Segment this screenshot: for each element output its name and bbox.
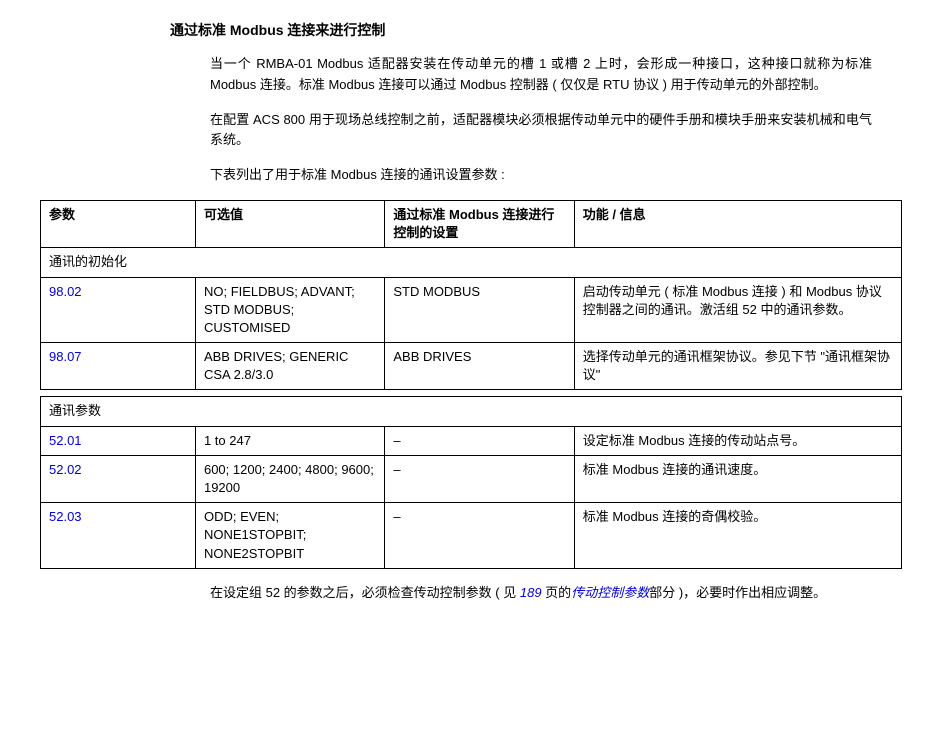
cell-setting: ABB DRIVES [385,343,574,390]
cell-func: 标准 Modbus 连接的奇偶校验。 [574,503,901,569]
section-row-params: 通讯参数 [41,397,902,426]
cell-func: 标准 Modbus 连接的通讯速度。 [574,455,901,502]
section-label: 通讯的初始化 [41,248,902,277]
col-header-setting: 通过标准 Modbus 连接进行控制的设置 [385,200,574,247]
cell-func: 选择传动单元的通讯框架协议。参见下节 "通讯框架协议" [574,343,901,390]
section-label: 通讯参数 [41,397,902,426]
table-row: 98.07 ABB DRIVES; GENERIC CSA 2.8/3.0 AB… [41,343,902,390]
params-table-1: 参数 可选值 通过标准 Modbus 连接进行控制的设置 功能 / 信息 通讯的… [40,200,902,391]
cell-opts: 1 to 247 [195,426,384,455]
param-link[interactable]: 52.03 [49,509,82,524]
col-header-func: 功能 / 信息 [574,200,901,247]
cell-setting: – [385,503,574,569]
cell-func: 启动传动单元 ( 标准 Modbus 连接 ) 和 Modbus 协议控制器之间… [574,277,901,343]
paragraph-1: 当一个 RMBA-01 Modbus 适配器安装在传动单元的槽 1 或槽 2 上… [210,54,872,96]
param-link[interactable]: 52.02 [49,462,82,477]
table-row: 52.01 1 to 247 – 设定标准 Modbus 连接的传动站点号。 [41,426,902,455]
table-row: 52.02 600; 1200; 2400; 4800; 9600; 19200… [41,455,902,502]
cell-opts: ODD; EVEN; NONE1STOPBIT; NONE2STOPBIT [195,503,384,569]
cell-setting: – [385,455,574,502]
footer-text-mid: 页的 [542,585,572,600]
section-title: 通过标准 Modbus 连接来进行控制 [170,20,902,40]
col-header-opts: 可选值 [195,200,384,247]
param-link[interactable]: 98.02 [49,284,82,299]
paragraph-3: 下表列出了用于标准 Modbus 连接的通讯设置参数 : [210,165,872,186]
drive-control-params-link[interactable]: 传动控制参数 [571,585,649,600]
col-header-param: 参数 [41,200,196,247]
table-row: 98.02 NO; FIELDBUS; ADVANT; STD MODBUS; … [41,277,902,343]
footer-paragraph: 在设定组 52 的参数之后，必须检查传动控制参数 ( 见 189 页的传动控制参… [210,583,872,604]
section-row-init: 通讯的初始化 [41,248,902,277]
cell-setting: STD MODBUS [385,277,574,343]
cell-opts: ABB DRIVES; GENERIC CSA 2.8/3.0 [195,343,384,390]
cell-opts: NO; FIELDBUS; ADVANT; STD MODBUS; CUSTOM… [195,277,384,343]
cell-setting: – [385,426,574,455]
footer-text-prefix: 在设定组 52 的参数之后，必须检查传动控制参数 ( 见 [210,585,520,600]
table-row: 52.03 ODD; EVEN; NONE1STOPBIT; NONE2STOP… [41,503,902,569]
param-link[interactable]: 52.01 [49,433,82,448]
cell-func: 设定标准 Modbus 连接的传动站点号。 [574,426,901,455]
cell-opts: 600; 1200; 2400; 4800; 9600; 19200 [195,455,384,502]
paragraph-2: 在配置 ACS 800 用于现场总线控制之前，适配器模块必须根据传动单元中的硬件… [210,110,872,152]
page-number-link[interactable]: 189 [520,585,542,600]
footer-text-suffix: 部分 )，必要时作出相应调整。 [649,585,826,600]
param-link[interactable]: 98.07 [49,349,82,364]
table-header-row: 参数 可选值 通过标准 Modbus 连接进行控制的设置 功能 / 信息 [41,200,902,247]
params-table-2: 通讯参数 52.01 1 to 247 – 设定标准 Modbus 连接的传动站… [40,396,902,568]
